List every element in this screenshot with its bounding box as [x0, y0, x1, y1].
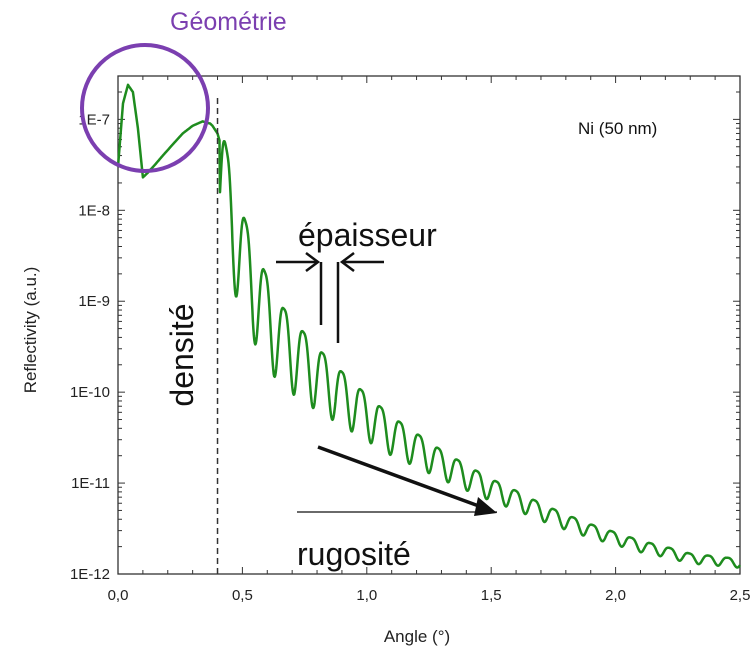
x-tick-label: 0,5	[232, 587, 253, 604]
x-tick-label: 2,5	[730, 587, 751, 604]
x-tick-label: 2,0	[605, 587, 626, 604]
geometry-circle	[80, 43, 210, 173]
y-tick-label: 1E-11	[71, 475, 110, 492]
thickness-label: épaisseur	[298, 217, 437, 253]
sample-label: Ni (50 nm)	[578, 119, 657, 138]
x-tick-label: 1,0	[356, 587, 377, 604]
y-tick-label: 1E-7	[78, 111, 110, 128]
annotations	[80, 43, 497, 516]
y-axis-title: Reflectivity (a.u.)	[21, 267, 40, 394]
y-tick-label: 1E-8	[78, 202, 110, 219]
reflectivity-curve	[116, 83, 742, 569]
roughness-arrowhead	[474, 497, 497, 516]
y-tick-label: 1E-12	[70, 566, 110, 583]
thickness-arrowhead-right	[339, 252, 355, 272]
roughness-label: rugosité	[297, 536, 411, 572]
roughness-arrow	[317, 445, 488, 511]
density-label: densité	[164, 303, 200, 406]
x-tick-label: 0,0	[108, 587, 129, 604]
plot-axes	[117, 75, 741, 575]
plot-frame	[117, 75, 741, 575]
y-tick-label: 1E-10	[70, 384, 110, 401]
y-tick-label: 1E-9	[78, 293, 110, 310]
tick-labels: 0,0 0,5 1,0 1,5 2,0 2,5 1E-12 1E-11 1E-10 1E-9 1E-…	[70, 111, 750, 604]
thickness-arrowhead-left	[305, 252, 321, 272]
x-tick-label: 1,5	[481, 587, 502, 604]
geometry-label: Géométrie	[170, 8, 287, 36]
x-axis-title: Angle (°)	[384, 627, 450, 646]
